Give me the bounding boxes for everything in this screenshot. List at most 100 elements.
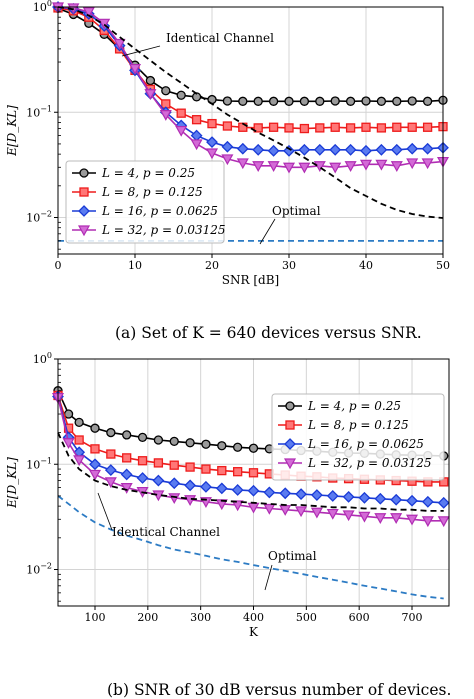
data-point	[376, 96, 387, 106]
data-point	[390, 161, 403, 173]
data-point	[168, 477, 181, 490]
x-axis-label: SNR [dB]	[222, 273, 279, 287]
x-tick-label: 40	[359, 259, 373, 272]
data-point	[200, 480, 212, 493]
chart-a: 0 10 20 30 40 50 100 10−1 10−2 SNR [dB] E[D_KL] L =…	[5, 0, 450, 287]
data-point	[374, 492, 387, 505]
data-point	[74, 417, 84, 428]
data-point	[361, 96, 371, 106]
data-point	[295, 488, 307, 501]
data-point	[120, 482, 133, 494]
series-line-5	[57, 6, 444, 219]
data-point	[268, 96, 279, 106]
legend-label: L = 32, p = 0.03125	[101, 223, 226, 237]
data-point	[104, 464, 117, 477]
legend: L = 4, p = 0.25 L = 8, p = 0.125 L = 16, p…	[271, 393, 445, 481]
data-point	[238, 96, 248, 106]
data-point	[113, 38, 126, 50]
data-point	[144, 89, 157, 100]
data-point	[248, 468, 259, 478]
data-point	[217, 465, 227, 476]
data-point	[253, 96, 263, 106]
caption-a: (a) Set of K = 640 devices versus SNR.	[115, 324, 422, 342]
data-point	[421, 495, 434, 508]
data-point	[215, 482, 228, 495]
data-point	[176, 108, 186, 118]
data-point	[104, 477, 117, 489]
data-point	[122, 453, 132, 463]
data-point	[268, 122, 279, 132]
data-point	[422, 122, 433, 132]
data-point	[284, 96, 294, 106]
y-tick-label: 10−2	[26, 210, 52, 225]
caption-b: (b) SNR of 30 dB versus number of device…	[107, 681, 451, 699]
data-point	[222, 96, 233, 106]
data-point	[152, 490, 165, 502]
data-point	[252, 161, 265, 173]
data-point	[282, 162, 296, 174]
data-point	[161, 86, 171, 96]
data-point	[405, 514, 419, 526]
x-tick-label: 30	[282, 259, 296, 272]
legend-box	[271, 393, 445, 481]
data-point	[184, 495, 197, 506]
data-point	[299, 123, 310, 134]
data-point	[217, 441, 227, 451]
data-point	[98, 18, 111, 30]
data-point	[422, 96, 433, 106]
data-point	[437, 516, 450, 528]
legend-marker	[284, 438, 296, 450]
annotation-arrow	[264, 564, 273, 591]
legend-label: L = 8, p = 0.125	[101, 185, 203, 199]
annotation-arrow	[97, 492, 113, 531]
x-tick-label: 50	[436, 259, 450, 272]
data-point	[313, 143, 326, 156]
data-point	[330, 96, 340, 106]
series-line-1	[57, 7, 444, 103]
data-point	[267, 144, 280, 157]
legend-marker	[285, 420, 295, 430]
data-point	[310, 489, 323, 501]
data-point	[299, 96, 310, 106]
data-point	[137, 432, 148, 443]
data-point	[176, 90, 186, 100]
x-tick-label: 300	[190, 611, 211, 624]
data-point	[375, 143, 388, 156]
x-tick-label: 600	[349, 611, 370, 624]
data-point	[263, 503, 276, 515]
legend-label: L = 4, p = 0.25	[101, 166, 195, 180]
data-point	[205, 148, 219, 160]
data-point	[392, 96, 402, 106]
data-point	[376, 123, 387, 133]
data-point	[295, 506, 308, 518]
y-tick-label: 100	[33, 351, 52, 366]
data-point	[360, 144, 372, 157]
data-point	[248, 443, 259, 453]
annotation-label: Identical Channel	[166, 31, 274, 45]
legend-marker	[77, 225, 91, 237]
data-point	[406, 158, 419, 170]
legend-marker	[79, 187, 89, 197]
data-point	[120, 468, 133, 481]
data-point	[390, 493, 403, 506]
data-point	[82, 7, 95, 19]
legend-marker	[78, 205, 90, 217]
data-point	[263, 486, 276, 499]
data-point	[88, 469, 102, 481]
data-point	[361, 122, 371, 132]
data-point	[283, 144, 295, 157]
legend-box	[65, 160, 225, 244]
x-tick-label: 100	[84, 611, 105, 624]
data-point	[106, 449, 116, 459]
data-point	[374, 513, 387, 525]
data-point	[326, 490, 339, 502]
legend-label: L = 32, p = 0.03125	[307, 456, 432, 470]
x-tick-label: 700	[402, 611, 423, 624]
data-point	[232, 467, 243, 477]
data-point	[175, 125, 188, 137]
data-point	[359, 159, 373, 171]
legend-label: L = 4, p = 0.25	[307, 399, 401, 413]
data-point	[153, 458, 164, 468]
y-tick-label: 10−1	[26, 104, 52, 119]
